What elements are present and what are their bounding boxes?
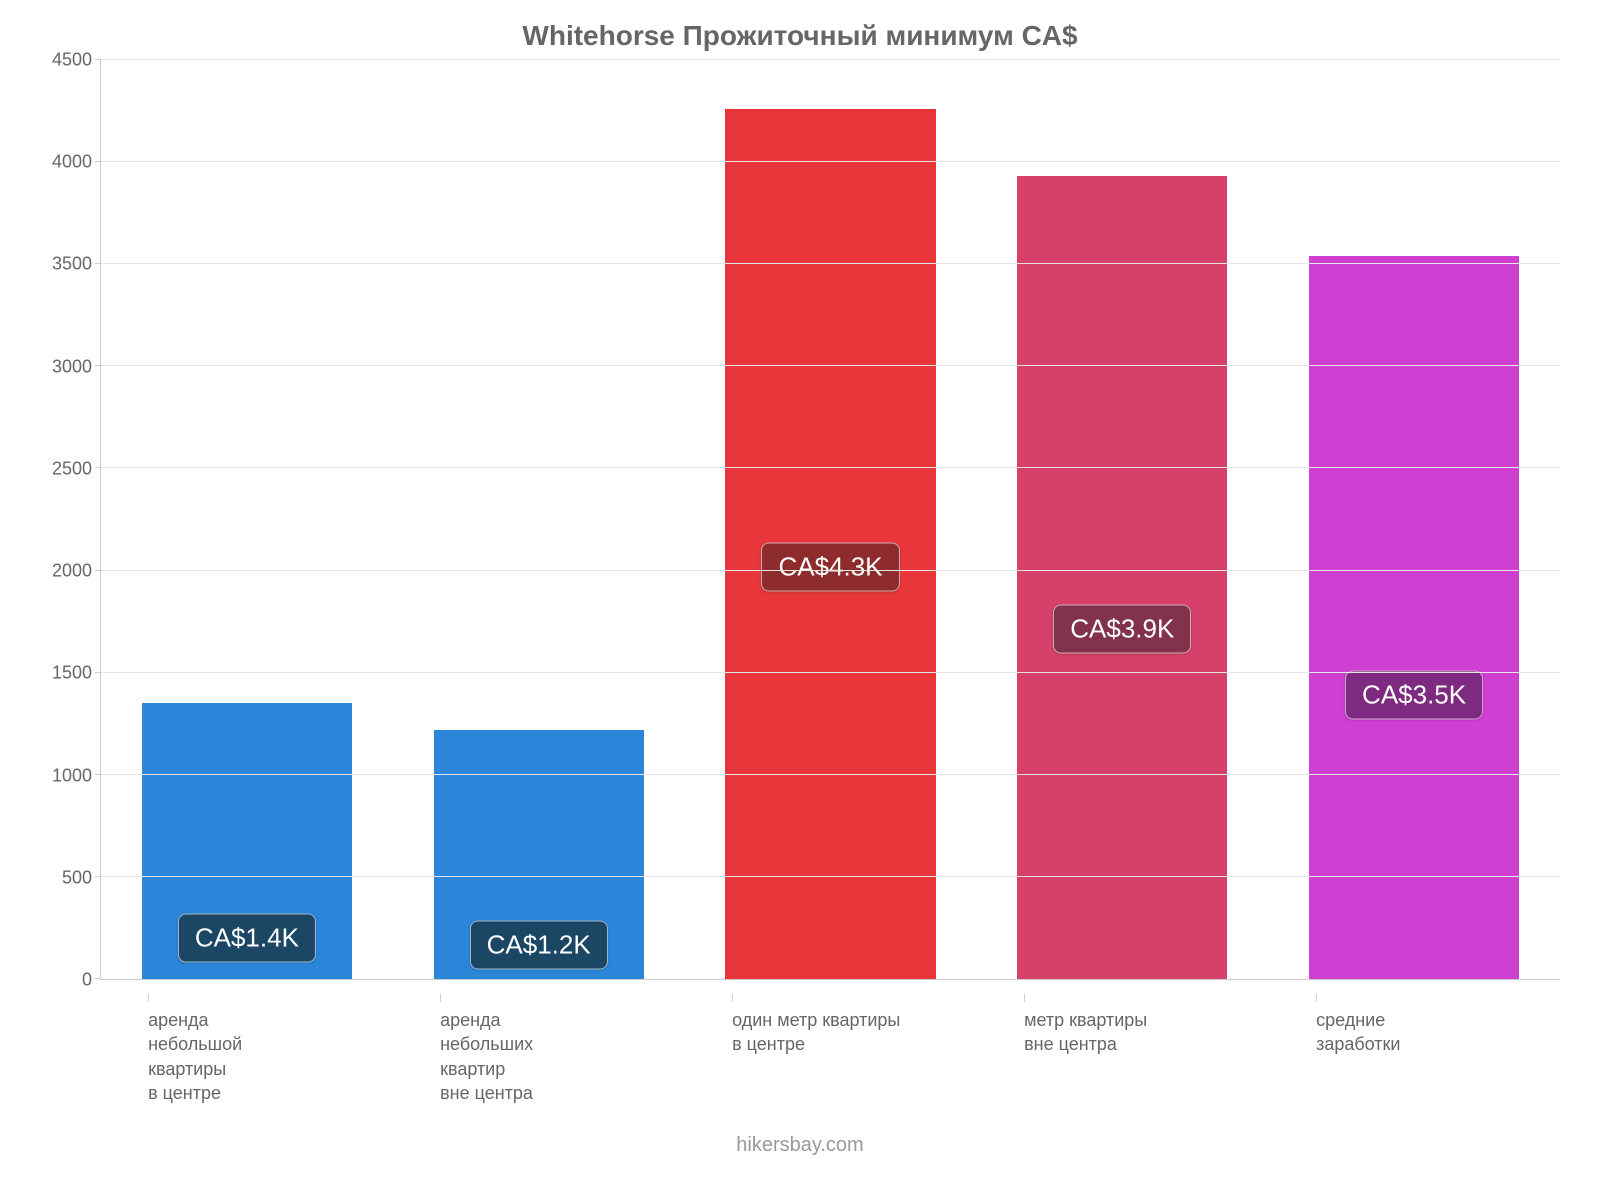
x-tick-slot: один метр квартиры в центре	[684, 994, 976, 1114]
gridline	[101, 672, 1560, 673]
x-tick-label: аренда небольших квартир вне центра	[402, 1008, 674, 1105]
bar-slot: CA$3.9K	[976, 60, 1268, 979]
value-badge: CA$3.5K	[1345, 670, 1483, 719]
y-tick-label: 3000	[52, 356, 92, 377]
x-tick-slot: аренда небольших квартир вне центра	[392, 994, 684, 1114]
y-tick-mark	[95, 59, 101, 60]
y-tick-label: 4000	[52, 152, 92, 173]
gridline	[101, 467, 1560, 468]
bar-slot: CA$3.5K	[1268, 60, 1560, 979]
y-tick-mark	[95, 467, 101, 468]
plot-row: 050010001500200025003000350040004500 CA$…	[40, 60, 1560, 980]
y-tick-mark	[95, 672, 101, 673]
y-tick-mark	[95, 774, 101, 775]
bar: CA$1.2K	[434, 730, 644, 979]
gridline	[101, 876, 1560, 877]
x-tick-label: аренда небольшой квартиры в центре	[110, 1008, 382, 1105]
value-badge: CA$1.2K	[470, 921, 608, 970]
gridline	[101, 774, 1560, 775]
x-tick-mark	[1316, 994, 1317, 1002]
x-tick-slot: средние заработки	[1268, 994, 1560, 1114]
value-badge: CA$1.4K	[178, 913, 316, 962]
y-axis: 050010001500200025003000350040004500	[40, 60, 100, 980]
value-badge: CA$3.9K	[1053, 604, 1191, 653]
x-tick-label: средние заработки	[1278, 1008, 1550, 1057]
y-tick-mark	[95, 978, 101, 979]
y-tick-mark	[95, 876, 101, 877]
attribution-text: hikersbay.com	[40, 1134, 1560, 1157]
plot-area: CA$1.4K CA$1.2K CA$4.3K CA$3.9K CA$3.5K	[100, 60, 1560, 980]
y-tick-label: 2500	[52, 458, 92, 479]
x-tick-label: метр квартиры вне центра	[986, 1008, 1258, 1057]
y-tick-mark	[95, 365, 101, 366]
value-badge: CA$4.3K	[761, 543, 899, 592]
y-tick-label: 500	[62, 867, 92, 888]
x-tick-mark	[440, 994, 441, 1002]
y-tick-label: 3500	[52, 254, 92, 275]
x-tick-slot: метр квартиры вне центра	[976, 994, 1268, 1114]
y-tick-mark	[95, 570, 101, 571]
chart-wrapper: Whitehorse Прожиточный минимум CA$ 0 500 1…	[0, 0, 1600, 1200]
x-axis: аренда небольшой квартиры в центреаренда…	[100, 994, 1560, 1114]
bar: CA$1.4K	[142, 703, 352, 979]
bar-slot: CA$1.2K	[393, 60, 685, 979]
x-tick-label: один метр квартиры в центре	[694, 1008, 966, 1057]
gridline	[101, 161, 1560, 162]
gridline	[101, 263, 1560, 264]
gridline	[101, 570, 1560, 571]
bar-slot: CA$4.3K	[685, 60, 977, 979]
y-tick-label: 4500	[52, 50, 92, 71]
y-tick-mark	[95, 161, 101, 162]
bar: CA$4.3K	[725, 109, 935, 979]
y-tick-label: 0	[82, 970, 92, 991]
y-tick-label: 1000	[52, 765, 92, 786]
y-tick-label: 1500	[52, 663, 92, 684]
gridline	[101, 59, 1560, 60]
x-tick-mark	[1024, 994, 1025, 1002]
gridline	[101, 365, 1560, 366]
bar: CA$3.9K	[1017, 176, 1227, 979]
y-tick-mark	[95, 263, 101, 264]
x-tick-mark	[732, 994, 733, 1002]
bars-container: CA$1.4K CA$1.2K CA$4.3K CA$3.9K CA$3.5K	[101, 60, 1560, 979]
chart-title: Whitehorse Прожиточный минимум CA$	[40, 20, 1560, 52]
x-tick-slot: аренда небольшой квартиры в центре	[100, 994, 392, 1114]
bar-slot: CA$1.4K	[101, 60, 393, 979]
y-tick-label: 2000	[52, 561, 92, 582]
x-tick-mark	[148, 994, 149, 1002]
